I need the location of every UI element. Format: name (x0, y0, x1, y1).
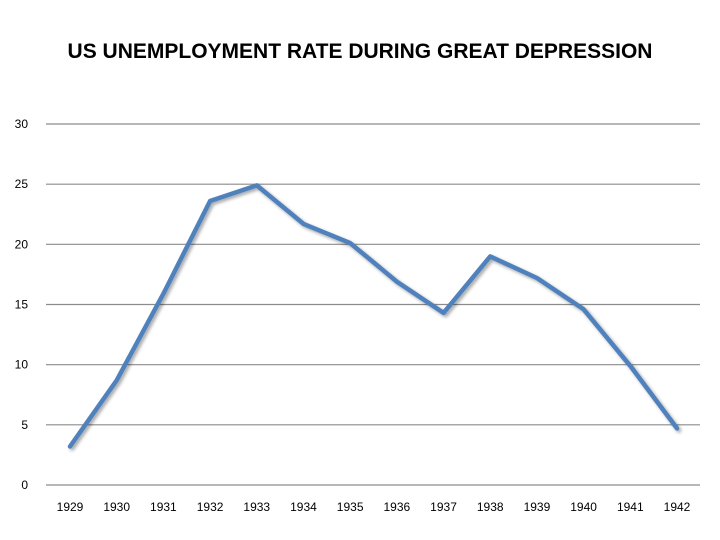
series-line (67, 183, 680, 449)
data-point-1931 (161, 291, 165, 295)
x-tick-label: 1942 (664, 500, 691, 514)
x-tick-label: 1933 (243, 500, 270, 514)
x-axis-tick-labels: 1929 1930 1931 1932 1933 1934 1935 1936 1937 1938… (57, 500, 691, 514)
y-tick-label: 0 (21, 478, 28, 492)
gridlines (46, 123, 700, 486)
data-point-1940 (581, 307, 585, 311)
x-tick-label: 1938 (477, 500, 504, 514)
data-point-1942 (675, 426, 679, 430)
y-tick-label: 25 (15, 177, 29, 191)
data-point-1939 (535, 276, 539, 280)
x-tick-label: 1929 (57, 500, 84, 514)
series-layer (67, 183, 680, 449)
y-tick-label: 10 (15, 358, 29, 372)
data-point-1933 (255, 183, 259, 187)
x-tick-label: 1930 (103, 500, 130, 514)
y-tick-label: 30 (15, 117, 29, 131)
x-tick-label: 1936 (383, 500, 410, 514)
chart-title: US UNEMPLOYMENT RATE DURING GREAT DEPRES… (67, 40, 653, 63)
data-point-1934 (301, 222, 305, 226)
data-point-1941 (628, 364, 632, 368)
y-axis-tick-labels: 0 5 10 15 20 25 30 (15, 117, 29, 492)
y-tick-label: 15 (15, 298, 29, 312)
data-point-1932 (208, 199, 212, 203)
x-tick-label: 1937 (430, 500, 457, 514)
x-tick-label: 1934 (290, 500, 317, 514)
x-tick-label: 1935 (337, 500, 364, 514)
data-point-1930 (114, 378, 118, 382)
y-tick-label: 20 (15, 237, 29, 251)
data-point-1929 (68, 444, 72, 448)
data-point-1936 (395, 279, 399, 283)
data-point-1937 (441, 311, 445, 315)
data-point-1938 (488, 254, 492, 258)
x-tick-label: 1940 (570, 500, 597, 514)
x-tick-label: 1932 (197, 500, 224, 514)
x-tick-label: 1931 (150, 500, 177, 514)
data-point-1935 (348, 241, 352, 245)
x-tick-label: 1939 (524, 500, 551, 514)
y-tick-label: 5 (21, 418, 28, 432)
x-tick-label: 1941 (617, 500, 644, 514)
